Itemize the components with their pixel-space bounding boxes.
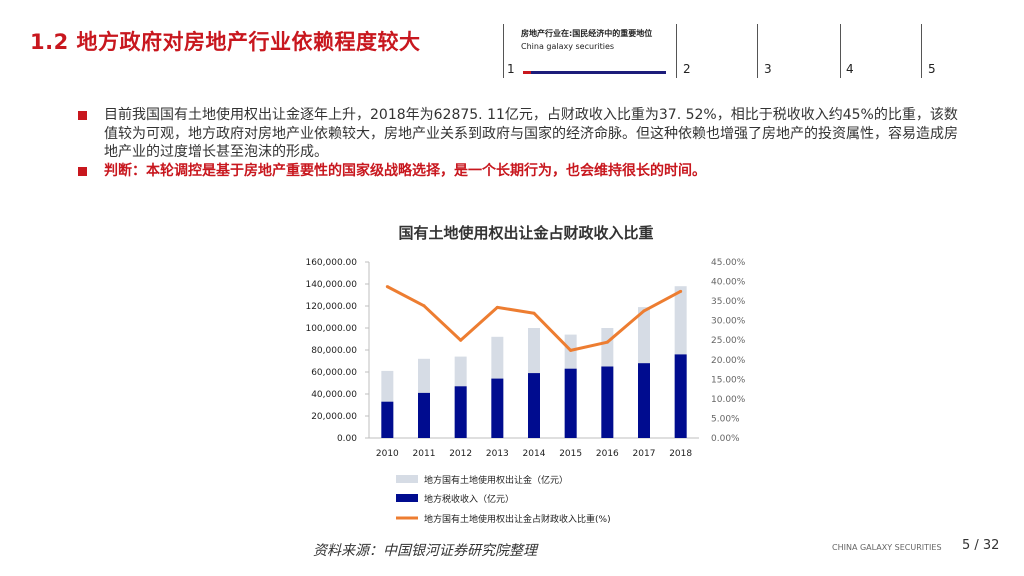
bullet-list: 目前我国国有土地使用权出让金逐年上升，2018年为62875. 11亿元，占财政…: [78, 106, 968, 180]
legend-label: 地方国有土地使用权出让金占财政收入比重(%): [424, 513, 611, 525]
y-left-tick-label: 140,000.00: [305, 280, 357, 290]
y-left-tick-label: 160,000.00: [305, 258, 357, 268]
x-tick-label: 2018: [669, 449, 692, 459]
section-nav: 房地产行业在:国民经济中的重要地位 China galaxy securitie…: [503, 22, 943, 80]
point-land-ratio: [679, 289, 683, 293]
y-right-tick-label: 20.00%: [711, 356, 746, 366]
y-left-tick-label: 60,000.00: [311, 368, 357, 378]
nav-divider: [503, 24, 504, 78]
nav-progress-bar: [523, 71, 666, 74]
y-left-tick-label: 40,000.00: [311, 390, 357, 400]
nav-item-2[interactable]: 2: [683, 62, 691, 76]
legend-swatch: [396, 494, 418, 502]
bar-tax-revenue: [674, 354, 687, 438]
point-land-ratio: [385, 285, 389, 289]
point-land-ratio: [605, 340, 609, 344]
bullet-item-conclusion: 判断：本轮调控是基于房地产重要性的国家级战略选择，是一个长期行为，也会维持很长的…: [78, 162, 968, 181]
point-land-ratio: [569, 348, 573, 352]
bar-tax-revenue: [638, 363, 650, 438]
y-left-tick-label: 0.00: [337, 434, 357, 444]
y-left-tick-label: 120,000.00: [305, 302, 357, 312]
y-left-tick-label: 20,000.00: [311, 412, 357, 422]
bar-tax-revenue: [491, 378, 504, 438]
y-right-tick-label: 0.00%: [711, 434, 740, 444]
bullet-square-icon: [78, 166, 87, 176]
legend-label: 地方税收收入（亿元）: [424, 493, 514, 505]
y-right-tick-label: 40.00%: [711, 278, 746, 288]
y-left-tick-label: 100,000.00: [305, 324, 357, 334]
x-tick-label: 2014: [523, 449, 546, 459]
point-land-ratio: [642, 309, 646, 313]
nav-divider: [840, 24, 841, 78]
y-right-tick-label: 25.00%: [711, 336, 746, 346]
source-note: 资料来源：中国银河证券研究院整理: [313, 543, 537, 559]
land-revenue-chart: 国有土地使用权出让金占财政收入比重 0.00 20,000.00 40,000.00…: [305, 224, 746, 525]
brand-footer: CHINA GALAXY SECURITIES: [832, 543, 942, 552]
y-right-tick-label: 5.00%: [711, 414, 740, 424]
nav-divider: [676, 24, 677, 78]
bar-tax-revenue: [454, 386, 467, 438]
chart-container: 国有土地使用权出让金占财政收入比重 0.00 20,000.00 40,000.00…: [296, 216, 756, 546]
x-tick-label: 2010: [376, 449, 399, 459]
bar-tax-revenue: [418, 392, 430, 438]
page-title: 1.2 地方政府对房地产行业依赖程度较大: [30, 30, 421, 54]
x-tick-label: 2012: [449, 449, 472, 459]
nav-item-4[interactable]: 4: [846, 62, 854, 76]
x-tick-label: 2016: [596, 449, 619, 459]
bar-tax-revenue: [601, 366, 614, 438]
y-right-tick-label: 15.00%: [711, 375, 746, 385]
bullet-text: 目前我国国有土地使用权出让金逐年上升，2018年为62875. 11亿元，占财政…: [104, 107, 958, 160]
point-land-ratio: [459, 338, 463, 342]
x-tick-label: 2011: [413, 449, 436, 459]
nav-item-1[interactable]: 1: [507, 62, 515, 76]
x-tick-label: 2015: [559, 449, 582, 459]
y-left-tick-label: 80,000.00: [311, 346, 357, 356]
page-number: 5 / 32: [962, 538, 1000, 553]
bullet-text: 判断：本轮调控是基于房地产重要性的国家级战略选择，是一个长期行为，也会维持很长的…: [104, 162, 706, 179]
bullet-square-icon: [78, 111, 87, 120]
x-tick-label: 2013: [486, 449, 509, 459]
bar-tax-revenue: [528, 373, 540, 438]
nav-title: 房地产行业在:国民经济中的重要地位: [521, 29, 653, 38]
nav-item-3[interactable]: 3: [764, 62, 772, 76]
nav-divider: [921, 24, 922, 78]
y-right-tick-label: 35.00%: [711, 297, 746, 307]
legend-swatch: [396, 475, 418, 483]
chart-title: 国有土地使用权出让金占财政收入比重: [398, 224, 653, 242]
bar-tax-revenue: [564, 368, 577, 438]
point-land-ratio: [422, 304, 426, 308]
nav-item-5[interactable]: 5: [928, 62, 936, 76]
y-right-tick-label: 45.00%: [711, 258, 746, 268]
point-land-ratio: [532, 311, 536, 315]
nav-divider: [757, 24, 758, 78]
y-right-tick-label: 30.00%: [711, 317, 746, 327]
bullet-item: 目前我国国有土地使用权出让金逐年上升，2018年为62875. 11亿元，占财政…: [78, 106, 968, 162]
legend-label: 地方国有土地使用权出让金（亿元）: [424, 474, 568, 486]
nav-subtitle: China galaxy securities: [521, 42, 615, 51]
bar-tax-revenue: [381, 401, 394, 438]
x-tick-label: 2017: [633, 449, 656, 459]
point-land-ratio: [495, 305, 499, 309]
y-right-tick-label: 10.00%: [711, 395, 746, 405]
